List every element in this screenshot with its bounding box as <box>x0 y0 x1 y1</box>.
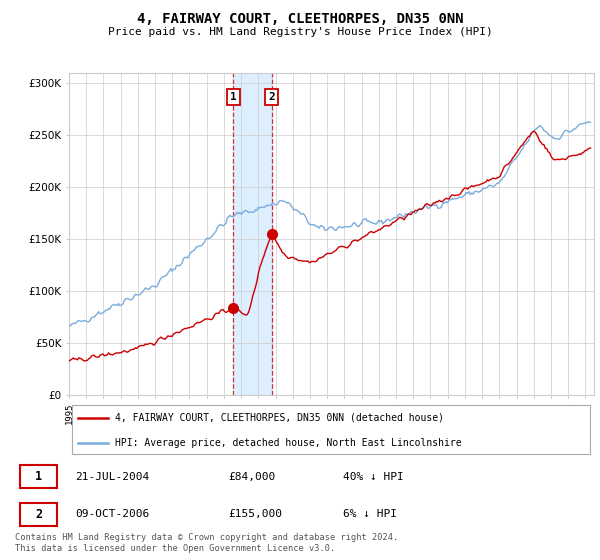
Text: 4, FAIRWAY COURT, CLEETHORPES, DN35 0NN (detached house): 4, FAIRWAY COURT, CLEETHORPES, DN35 0NN … <box>115 413 444 423</box>
Text: HPI: Average price, detached house, North East Lincolnshire: HPI: Average price, detached house, Nort… <box>115 438 462 448</box>
Text: 1: 1 <box>35 470 42 483</box>
FancyBboxPatch shape <box>20 502 57 526</box>
Text: 4, FAIRWAY COURT, CLEETHORPES, DN35 0NN: 4, FAIRWAY COURT, CLEETHORPES, DN35 0NN <box>137 12 463 26</box>
Text: £84,000: £84,000 <box>228 472 275 482</box>
Text: 09-OCT-2006: 09-OCT-2006 <box>76 509 150 519</box>
FancyBboxPatch shape <box>71 405 590 454</box>
Text: 1: 1 <box>230 92 237 102</box>
Text: 6% ↓ HPI: 6% ↓ HPI <box>343 509 397 519</box>
Text: Contains HM Land Registry data © Crown copyright and database right 2024.
This d: Contains HM Land Registry data © Crown c… <box>15 533 398 553</box>
Text: £155,000: £155,000 <box>228 509 282 519</box>
Text: 40% ↓ HPI: 40% ↓ HPI <box>343 472 404 482</box>
Bar <box>233 73 272 395</box>
Text: Price paid vs. HM Land Registry's House Price Index (HPI): Price paid vs. HM Land Registry's House … <box>107 27 493 38</box>
Text: 2: 2 <box>35 508 42 521</box>
Text: 2: 2 <box>268 92 275 102</box>
FancyBboxPatch shape <box>20 465 57 488</box>
Text: 21-JUL-2004: 21-JUL-2004 <box>76 472 150 482</box>
